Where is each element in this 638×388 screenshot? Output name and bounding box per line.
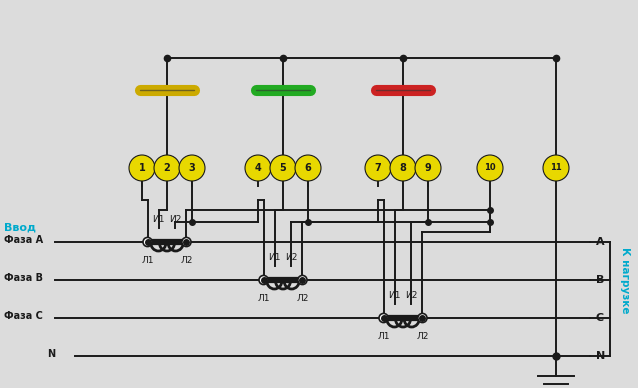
Text: Фаза C: Фаза C (4, 311, 43, 321)
Circle shape (477, 155, 503, 181)
Text: И1: И1 (152, 215, 165, 224)
Text: Л2: Л2 (296, 294, 309, 303)
Text: B: B (596, 275, 604, 285)
Circle shape (270, 155, 296, 181)
Text: Л1: Л1 (141, 256, 154, 265)
Circle shape (298, 275, 307, 284)
Circle shape (154, 155, 180, 181)
Circle shape (129, 155, 155, 181)
Text: 2: 2 (163, 163, 170, 173)
Text: Л1: Л1 (377, 332, 390, 341)
Circle shape (143, 237, 152, 246)
Text: Фаза B: Фаза B (4, 273, 43, 283)
Text: И2: И2 (405, 291, 418, 300)
Circle shape (259, 275, 268, 284)
Text: 6: 6 (304, 163, 311, 173)
Text: 3: 3 (189, 163, 195, 173)
Text: 1: 1 (138, 163, 145, 173)
Circle shape (543, 155, 569, 181)
Circle shape (365, 155, 391, 181)
Text: И1: И1 (268, 253, 281, 262)
Text: C: C (596, 313, 604, 323)
Circle shape (182, 237, 191, 246)
Circle shape (179, 155, 205, 181)
Text: 7: 7 (375, 163, 382, 173)
Text: Фаза A: Фаза A (4, 235, 43, 245)
Text: 4: 4 (255, 163, 262, 173)
Circle shape (245, 155, 271, 181)
Text: И2: И2 (285, 253, 298, 262)
Circle shape (415, 155, 441, 181)
Text: 9: 9 (425, 163, 431, 173)
Text: 11: 11 (550, 163, 562, 173)
Text: N: N (596, 351, 605, 361)
Text: Л2: Л2 (181, 256, 193, 265)
Text: 8: 8 (399, 163, 406, 173)
Text: Л1: Л1 (257, 294, 270, 303)
Text: 10: 10 (484, 163, 496, 173)
Text: Ввод: Ввод (4, 223, 36, 233)
Circle shape (418, 314, 427, 322)
Text: И1: И1 (388, 291, 401, 300)
Circle shape (295, 155, 321, 181)
Text: A: A (596, 237, 605, 247)
Text: N: N (47, 349, 55, 359)
Text: И2: И2 (169, 215, 182, 224)
Circle shape (390, 155, 416, 181)
Text: К нагрузке: К нагрузке (620, 247, 630, 313)
Circle shape (379, 314, 388, 322)
Text: 5: 5 (279, 163, 286, 173)
Text: Л2: Л2 (416, 332, 429, 341)
